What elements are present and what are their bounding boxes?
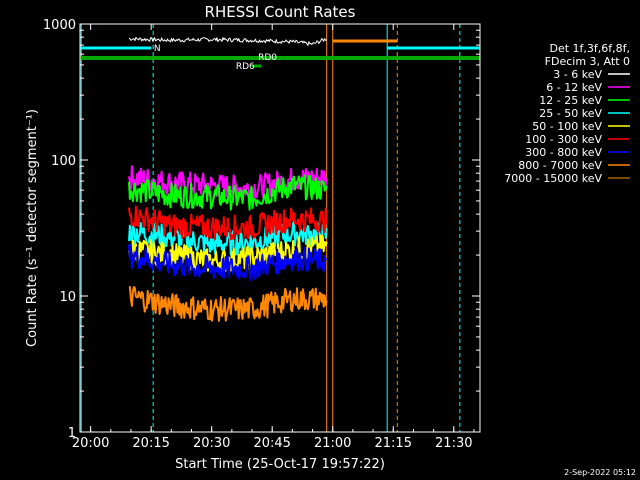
series-line [128, 286, 328, 322]
series-layer [128, 36, 328, 322]
legend-entry: 12 - 25 keV [539, 94, 602, 107]
annotation-label: RD6 [236, 62, 255, 72]
series-line [128, 36, 327, 46]
annotation-label: RD0 [258, 53, 277, 63]
legend-entry: 800 - 7000 keV [518, 159, 602, 172]
x-axis-label: Start Time (25-Oct-17 19:57:22) [175, 457, 385, 472]
legend-entry: 50 - 100 keV [532, 120, 602, 133]
plot-frame [79, 23, 481, 433]
y-tick-label: 100 [51, 154, 76, 169]
x-tick-label: 21:00 [314, 436, 351, 451]
x-tick-label: 20:45 [253, 436, 290, 451]
legend-entry: 3 - 6 keV [553, 68, 602, 81]
y-axis-label: Count Rate (s⁻¹ detector segment⁻¹) [25, 109, 40, 347]
y-tick-label: 10 [59, 290, 76, 305]
x-tick-label: 20:15 [132, 436, 169, 451]
series-line [128, 174, 328, 211]
axis-layer: 20:00 20:15 20:30 20:45 21:00 21:15 21:30 1 10 10… [43, 18, 480, 451]
series-line [128, 205, 328, 241]
legend-entry: 300 - 800 keV [525, 146, 602, 159]
legend-header: FDecim 3, Att 0 [545, 55, 630, 68]
y-tick-label: 1 [68, 426, 76, 441]
legend-entry: 7000 - 15000 keV [504, 172, 602, 185]
annotation-label: N [154, 44, 161, 54]
chart-title: RHESSI Count Rates [205, 3, 356, 21]
x-tick-label: 20:00 [72, 436, 109, 451]
x-tick-label: 21:30 [435, 436, 472, 451]
series-line [128, 243, 328, 281]
legend-entry: 100 - 300 keV [525, 133, 602, 146]
timestamp-label: 2-Sep-2022 05:12 [564, 468, 636, 477]
legend-header: Det 1f,3f,6f,8f, [549, 42, 630, 55]
x-tick-label: 20:30 [193, 436, 230, 451]
x-tick-label: 21:15 [375, 436, 412, 451]
legend: Det 1f,3f,6f,8f,FDecim 3, Att 03 - 6 keV… [504, 42, 630, 185]
y-tick-label: 1000 [43, 18, 76, 33]
legend-entry: 6 - 12 keV [546, 81, 602, 94]
legend-entry: 25 - 50 keV [539, 107, 602, 120]
